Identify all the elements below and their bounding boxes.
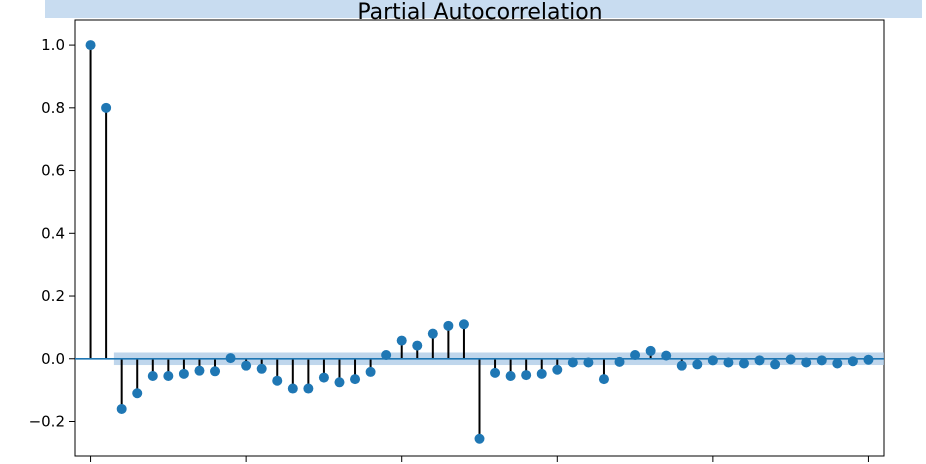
- marker-15: [318, 372, 329, 383]
- title-bar: [45, 0, 922, 18]
- marker-47: [816, 355, 827, 366]
- marker-48: [832, 358, 843, 369]
- marker-45: [785, 354, 796, 365]
- marker-21: [412, 340, 423, 351]
- marker-29: [536, 368, 547, 379]
- marker-23: [443, 320, 454, 331]
- y-tick-label-5: 0.0: [41, 350, 65, 368]
- marker-17: [350, 374, 361, 385]
- marker-38: [676, 360, 687, 371]
- marker-27: [505, 371, 516, 382]
- marker-11: [256, 363, 267, 374]
- marker-5: [163, 371, 174, 382]
- marker-43: [754, 355, 765, 366]
- y-tick-label-1: 0.8: [41, 99, 65, 117]
- marker-18: [365, 366, 376, 377]
- marker-40: [707, 355, 718, 366]
- marker-46: [801, 357, 812, 368]
- marker-34: [614, 356, 625, 367]
- marker-7: [194, 365, 205, 376]
- marker-0: [85, 40, 96, 51]
- marker-1: [101, 102, 112, 113]
- y-tick-label-0: 1.0: [41, 36, 65, 54]
- marker-30: [552, 364, 563, 375]
- marker-6: [178, 368, 189, 379]
- marker-3: [132, 388, 143, 399]
- marker-25: [474, 433, 485, 444]
- marker-16: [334, 377, 345, 388]
- markers-series: [85, 40, 874, 444]
- marker-35: [630, 349, 641, 360]
- marker-31: [567, 357, 578, 368]
- y-tick-label-3: 0.4: [41, 224, 65, 242]
- chart-title: Partial Autocorrelation: [357, 0, 602, 25]
- marker-44: [770, 359, 781, 370]
- y-tick-label-2: 0.6: [41, 162, 65, 180]
- marker-33: [598, 374, 609, 385]
- y-tick-label-4: 0.2: [41, 287, 65, 305]
- marker-22: [427, 328, 438, 339]
- marker-36: [645, 345, 656, 356]
- marker-41: [723, 357, 734, 368]
- marker-50: [863, 354, 874, 365]
- x-axis: [90, 456, 869, 462]
- marker-14: [303, 383, 314, 394]
- marker-26: [490, 367, 501, 378]
- marker-12: [272, 375, 283, 386]
- marker-24: [458, 319, 469, 330]
- marker-42: [738, 358, 749, 369]
- marker-39: [692, 359, 703, 370]
- marker-4: [147, 371, 158, 382]
- marker-37: [661, 350, 672, 361]
- marker-9: [225, 353, 236, 364]
- marker-20: [396, 335, 407, 346]
- marker-19: [381, 349, 392, 360]
- marker-28: [521, 370, 532, 381]
- y-tick-label-6: −0.2: [29, 412, 65, 430]
- marker-49: [847, 356, 858, 367]
- marker-10: [241, 360, 252, 371]
- marker-2: [116, 403, 127, 414]
- marker-8: [210, 366, 221, 377]
- stems-series: [89, 45, 870, 439]
- y-axis: 1.0 0.8 0.6 0.4 0.2 0.0 −0.2: [29, 36, 75, 430]
- marker-13: [287, 383, 298, 394]
- marker-32: [583, 357, 594, 368]
- plot-frame: [74, 19, 885, 457]
